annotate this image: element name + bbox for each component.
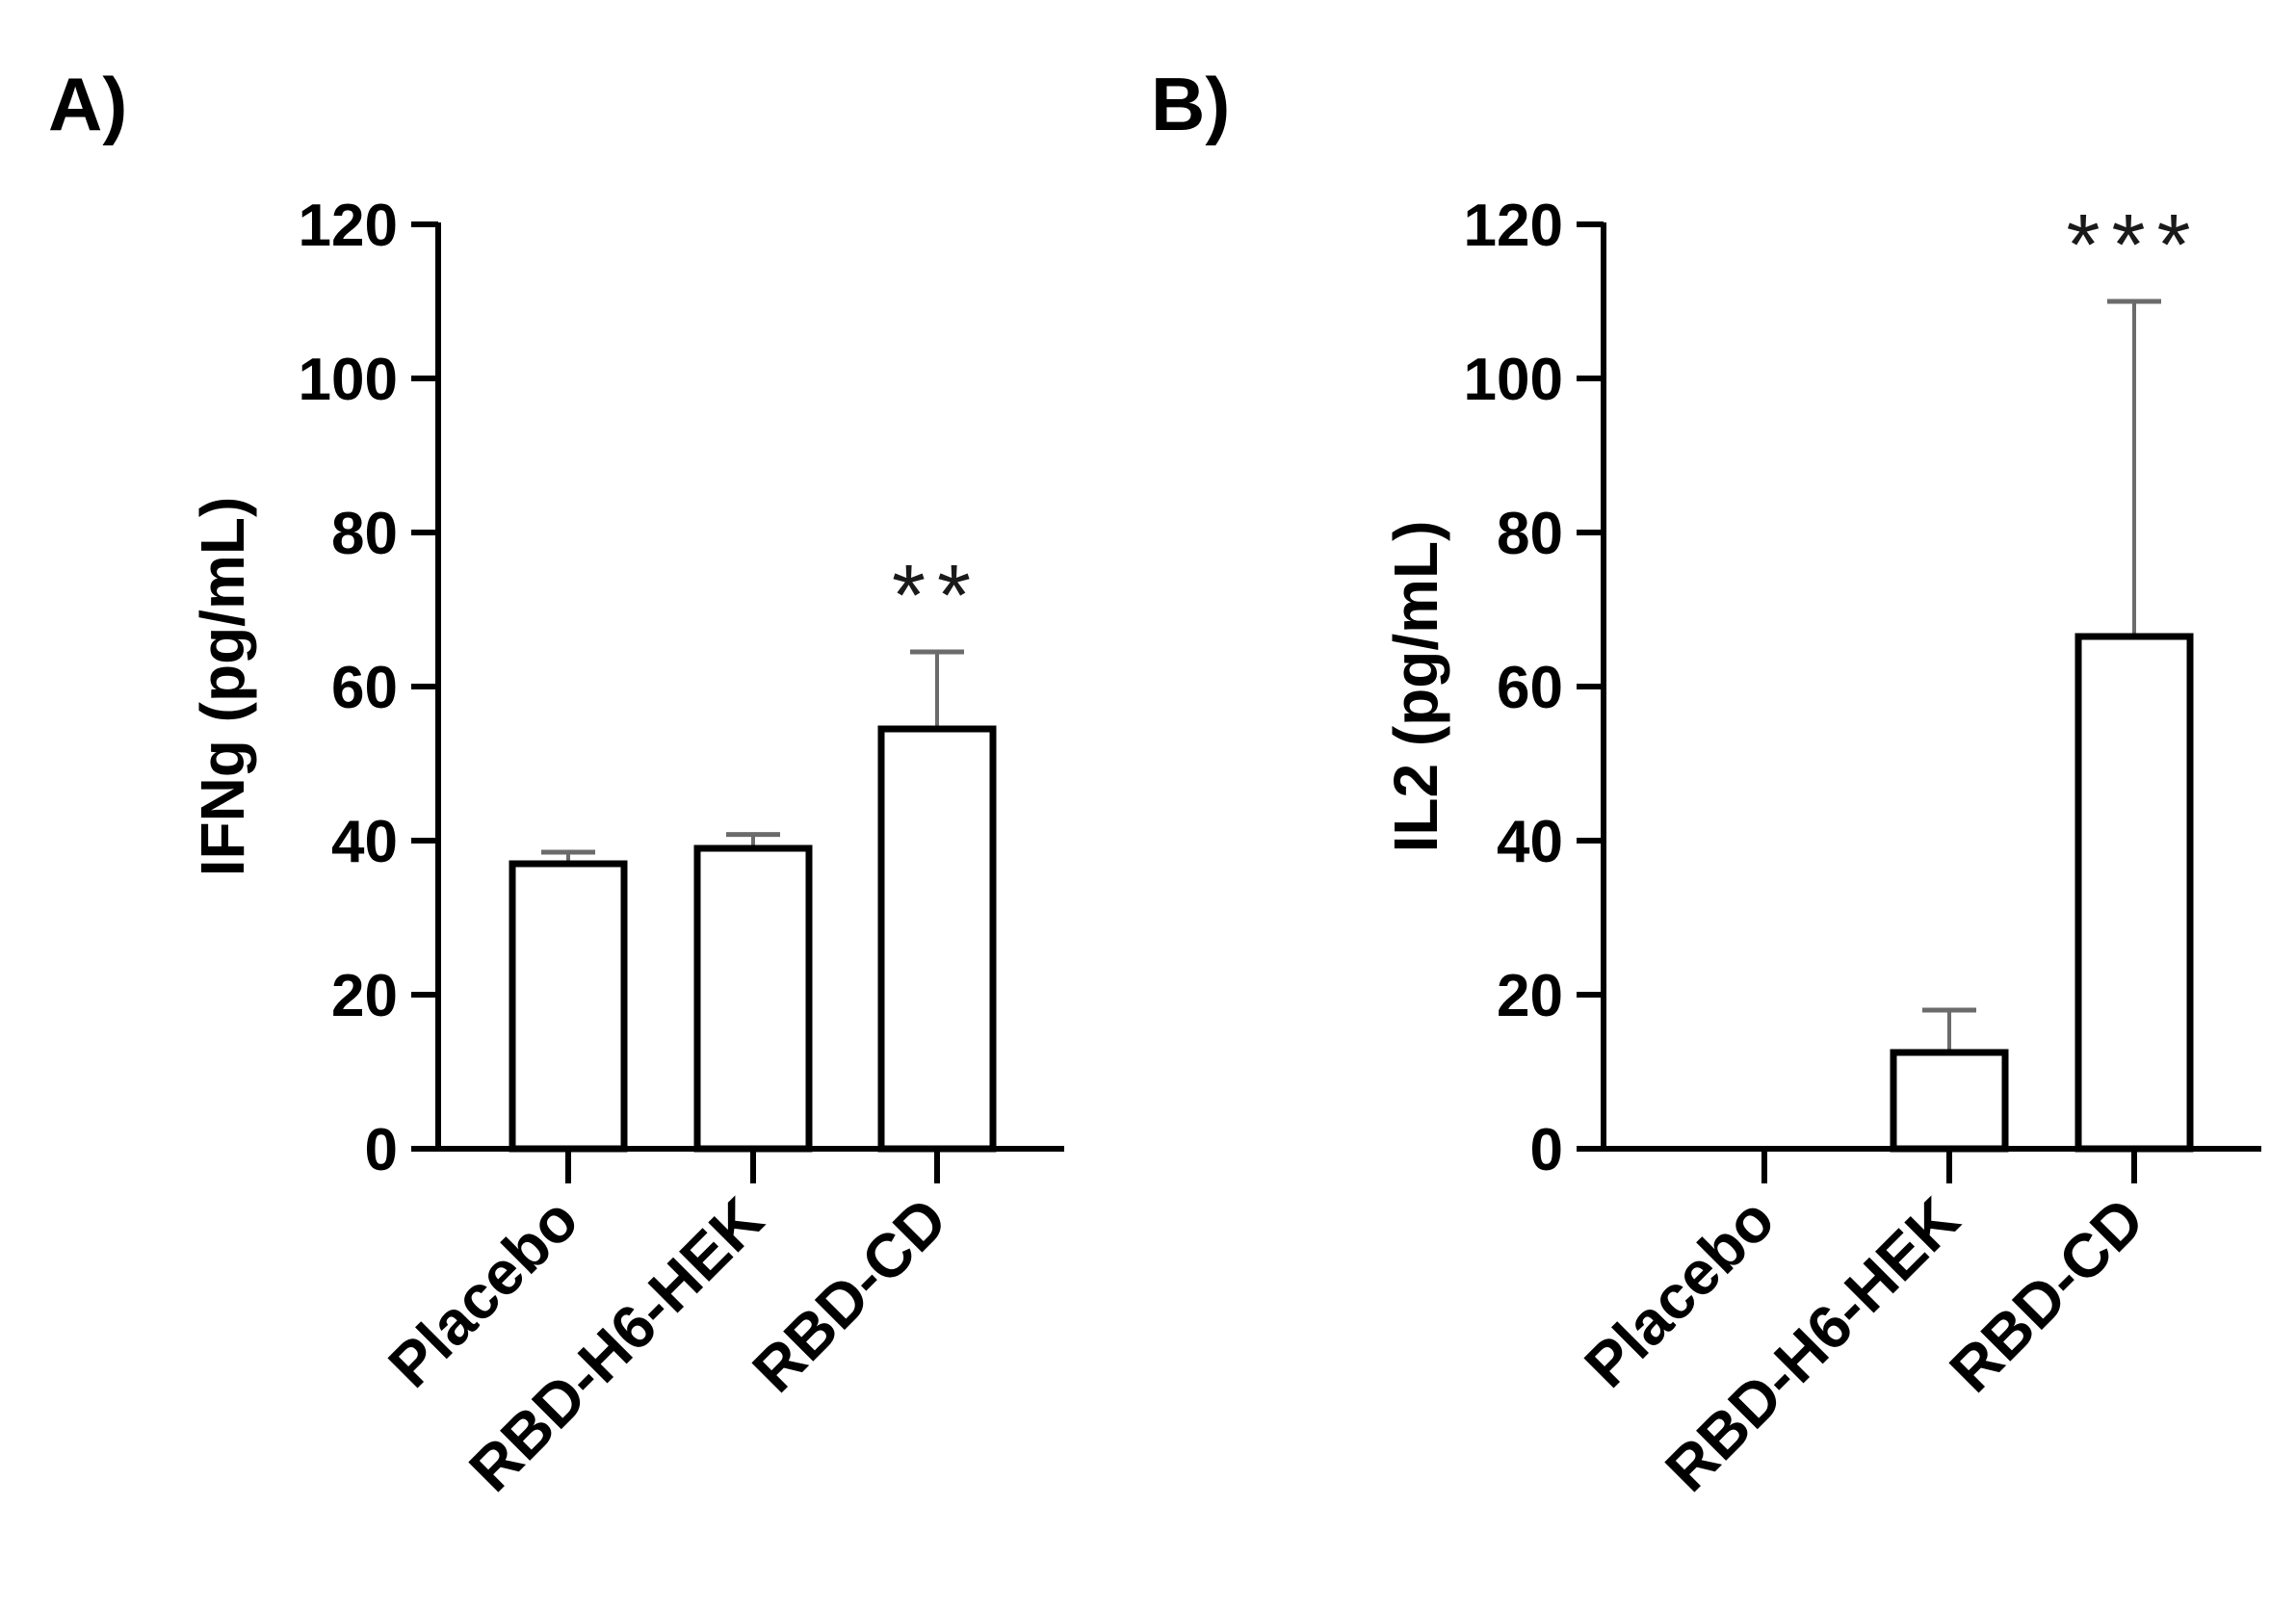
y-tick-label: 80 (331, 501, 398, 567)
bar (693, 844, 813, 1153)
y-tick-label: 20 (331, 963, 398, 1029)
y-tick-label: 100 (1464, 347, 1563, 413)
y-axis-title: IFNg (pg/mL) (188, 497, 257, 877)
y-tick-label: 100 (299, 347, 398, 413)
y-tick-label: 20 (1497, 963, 1563, 1029)
significance-label: ** (892, 548, 982, 644)
y-tick-label: 40 (1497, 809, 1563, 875)
panel-label: A) (48, 62, 127, 146)
bar (509, 860, 628, 1153)
x-category-label: RBD-CD (740, 1184, 960, 1405)
y-tick-label: 0 (365, 1117, 398, 1183)
y-tick-label: 120 (1464, 193, 1563, 259)
y-tick-label: 60 (331, 655, 398, 721)
bar (2074, 633, 2194, 1153)
panel-label: B) (1151, 62, 1230, 146)
y-tick-label: 60 (1497, 655, 1563, 721)
y-tick-label: 0 (1530, 1117, 1563, 1183)
significance-label: *** (2066, 197, 2202, 294)
bar (877, 725, 997, 1153)
y-tick-label: 120 (299, 193, 398, 259)
x-category-label: RBD-CD (1937, 1184, 2157, 1405)
y-axis-title: IL2 (pg/mL) (1381, 521, 1450, 853)
y-tick-label: 40 (331, 809, 398, 875)
bar (1890, 1049, 2009, 1153)
y-tick-label: 80 (1497, 501, 1563, 567)
